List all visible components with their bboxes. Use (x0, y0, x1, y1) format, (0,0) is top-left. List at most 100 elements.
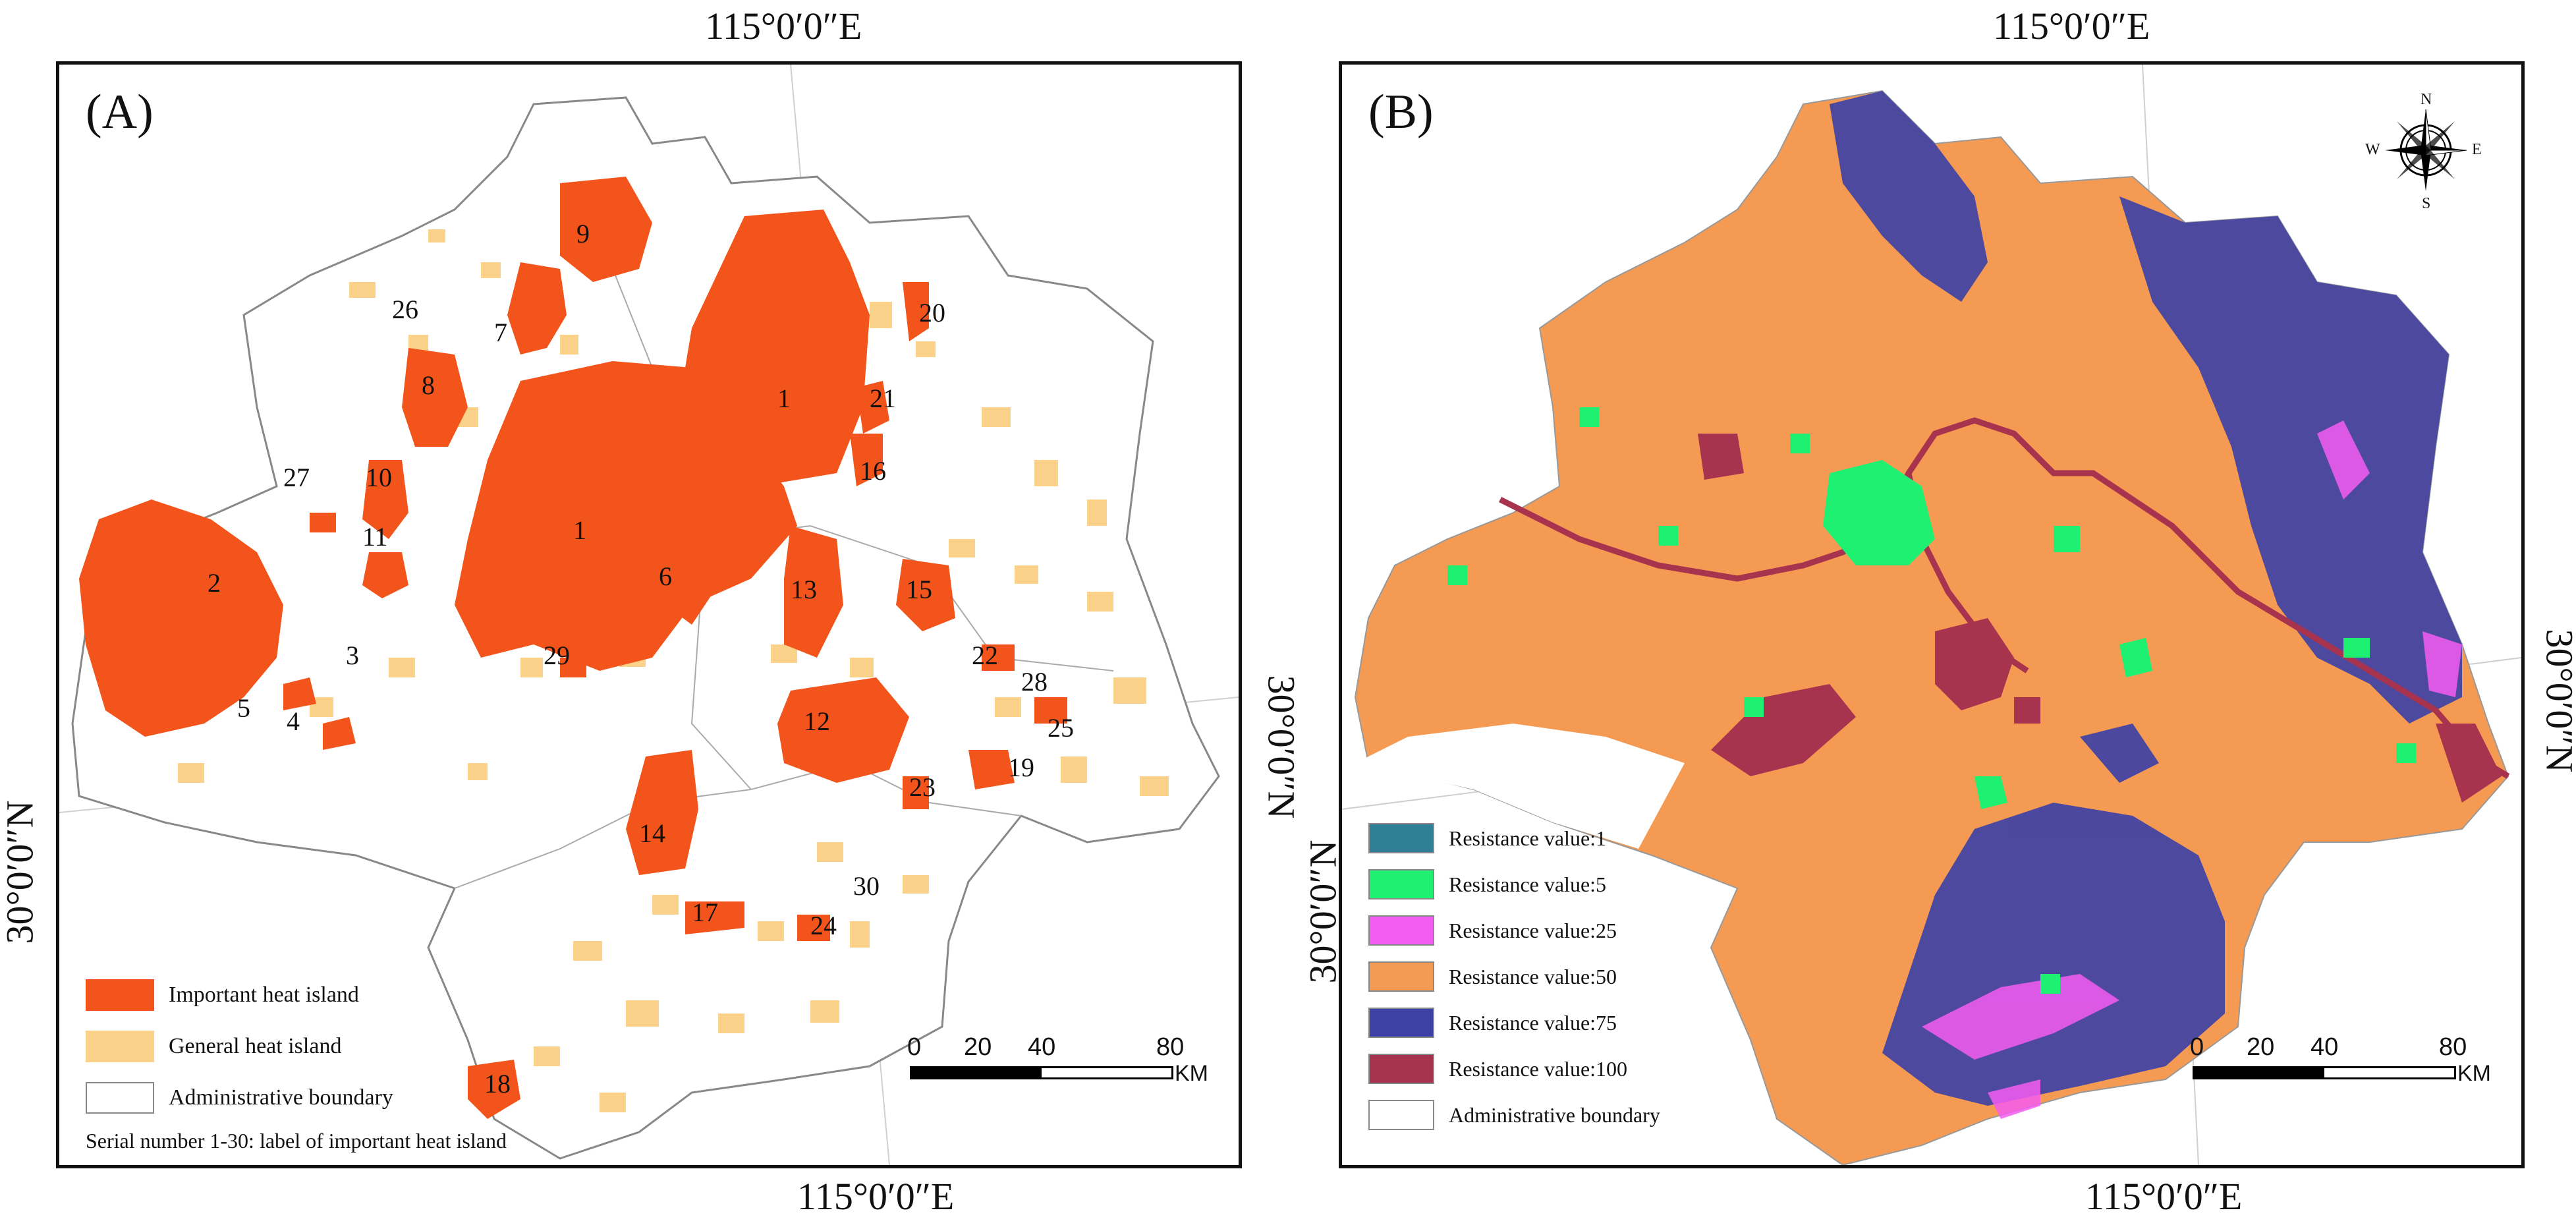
legend-boundary-swatch (86, 1082, 154, 1114)
scale-b-tick-0: 0 (2190, 1033, 2204, 1061)
legend-resistance-100-swatch (1368, 1054, 1434, 1084)
svg-text:2: 2 (208, 568, 221, 598)
panel-a-scale-bar: 0 20 40 80 KM (906, 1033, 1208, 1099)
svg-text:19: 19 (1008, 753, 1034, 782)
scale-b-tick-20: 20 (2247, 1033, 2275, 1061)
legend-resistance-25-swatch (1368, 915, 1434, 946)
legend-resistance-5: Resistance value:5 (1368, 869, 1660, 900)
svg-text:5: 5 (237, 693, 250, 723)
svg-text:29: 29 (544, 641, 570, 670)
svg-text:27: 27 (283, 463, 310, 492)
svg-text:3: 3 (346, 641, 359, 670)
legend-boundary: Administrative boundary (86, 1080, 507, 1116)
legend-important-heat-island: Important heat island (86, 977, 507, 1013)
compass-w: W (2365, 141, 2380, 158)
legend-important-label: Important heat island (169, 983, 359, 1007)
svg-text:28: 28 (1021, 667, 1048, 697)
scale-tick-80: 80 (1156, 1033, 1185, 1061)
svg-text:22: 22 (972, 641, 998, 670)
legend-resistance-5-swatch (1368, 869, 1434, 899)
svg-text:16: 16 (860, 456, 886, 486)
svg-text:26: 26 (392, 295, 418, 324)
svg-text:9: 9 (576, 219, 590, 248)
bottom-coord-b: 115°0′0″E (2085, 1175, 2243, 1218)
legend-note: Serial number 1-30: label of important h… (86, 1129, 507, 1153)
legend-resistance-75-swatch (1368, 1008, 1434, 1038)
resistance-25-areas (1922, 420, 2462, 1119)
resistance-5-areas (1447, 407, 2416, 994)
legend-resistance-25-label: Resistance value:25 (1449, 918, 1617, 942)
legend-admin-boundary: Administrative boundary (1368, 1099, 1660, 1131)
compass-icon (2385, 109, 2467, 191)
svg-text:8: 8 (422, 370, 435, 400)
legend-resistance-1: Resistance value:1 (1368, 822, 1660, 854)
top-coord-a: 115°0′0″E (705, 5, 862, 47)
svg-text:6: 6 (659, 561, 672, 591)
svg-text:24: 24 (810, 911, 837, 940)
svg-text:7: 7 (494, 318, 507, 347)
scale-unit: KM (1175, 1061, 1208, 1086)
svg-text:17: 17 (692, 898, 718, 927)
legend-resistance-100-label: Resistance value:100 (1449, 1056, 1628, 1081)
legend-resistance-100: Resistance value:100 (1368, 1053, 1660, 1085)
legend-important-swatch (86, 979, 154, 1011)
svg-text:21: 21 (870, 384, 896, 413)
compass-rose: N S W E (2365, 91, 2482, 212)
scale-b-tick-40: 40 (2310, 1033, 2339, 1061)
panel-b-resistance-map: (B) N S W E Resistance value:1 Resistanc… (1339, 61, 2525, 1168)
legend-resistance-25: Resistance value:25 (1368, 915, 1660, 946)
panel-b-label: (B) (1368, 85, 1434, 139)
general-heat-island-patches (178, 229, 1169, 1112)
svg-text:4: 4 (287, 706, 300, 736)
legend-resistance-1-swatch (1368, 823, 1434, 853)
left-coord-a: 30°0′0″N (0, 800, 42, 944)
compass-e: E (2472, 141, 2482, 158)
bottom-coord-a: 115°0′0″E (797, 1175, 955, 1218)
svg-text:15: 15 (906, 575, 932, 604)
svg-text:10: 10 (366, 463, 392, 492)
svg-text:18: 18 (484, 1069, 511, 1099)
right-coord-a: 30°0′0″N (1260, 675, 1303, 819)
scale-b-unit: KM (2457, 1061, 2491, 1086)
scale-tick-20: 20 (964, 1033, 992, 1061)
legend-resistance-5-label: Resistance value:5 (1449, 872, 1607, 896)
legend-general-heat-island: General heat island (86, 1029, 507, 1064)
resistance-75-areas (1830, 91, 2462, 1106)
top-coord-b: 115°0′0″E (1993, 5, 2150, 47)
panel-a-legend: Important heat island General heat islan… (86, 977, 507, 1153)
svg-text:1: 1 (573, 515, 586, 545)
compass-n: N (2421, 91, 2432, 108)
legend-resistance-1-label: Resistance value:1 (1449, 826, 1607, 850)
legend-resistance-50-swatch (1368, 961, 1434, 992)
svg-text:12: 12 (804, 706, 830, 736)
svg-text:20: 20 (919, 298, 945, 328)
legend-admin-boundary-swatch (1368, 1100, 1434, 1130)
svg-text:23: 23 (909, 772, 936, 802)
scale-b-bar-graphic (2193, 1066, 2456, 1079)
resistance-100-areas (1698, 434, 2502, 803)
legend-resistance-50: Resistance value:50 (1368, 961, 1660, 992)
resistance-map (1342, 65, 2521, 1165)
scale-tick-0: 0 (907, 1033, 922, 1061)
scale-b-tick-80: 80 (2439, 1033, 2467, 1061)
important-heat-island-patches (79, 177, 1067, 1119)
right-coord-b: 30°0′0″N (2538, 629, 2576, 773)
panel-a-label: (A) (86, 85, 154, 139)
svg-text:30: 30 (853, 871, 880, 901)
compass-s: S (2422, 195, 2431, 212)
legend-admin-boundary-label: Administrative boundary (1449, 1102, 1660, 1127)
legend-resistance-75-label: Resistance value:75 (1449, 1010, 1617, 1035)
legend-general-swatch (86, 1031, 154, 1062)
svg-text:25: 25 (1048, 713, 1074, 743)
legend-general-label: General heat island (169, 1034, 342, 1058)
panel-b-legend: Resistance value:1 Resistance value:5 Re… (1368, 822, 1660, 1131)
legend-boundary-label: Administrative boundary (169, 1085, 393, 1110)
svg-text:13: 13 (791, 575, 817, 604)
svg-text:1: 1 (777, 384, 791, 413)
legend-resistance-50-label: Resistance value:50 (1449, 964, 1617, 988)
legend-resistance-75: Resistance value:75 (1368, 1007, 1660, 1039)
scale-bar-graphic (910, 1066, 1173, 1079)
